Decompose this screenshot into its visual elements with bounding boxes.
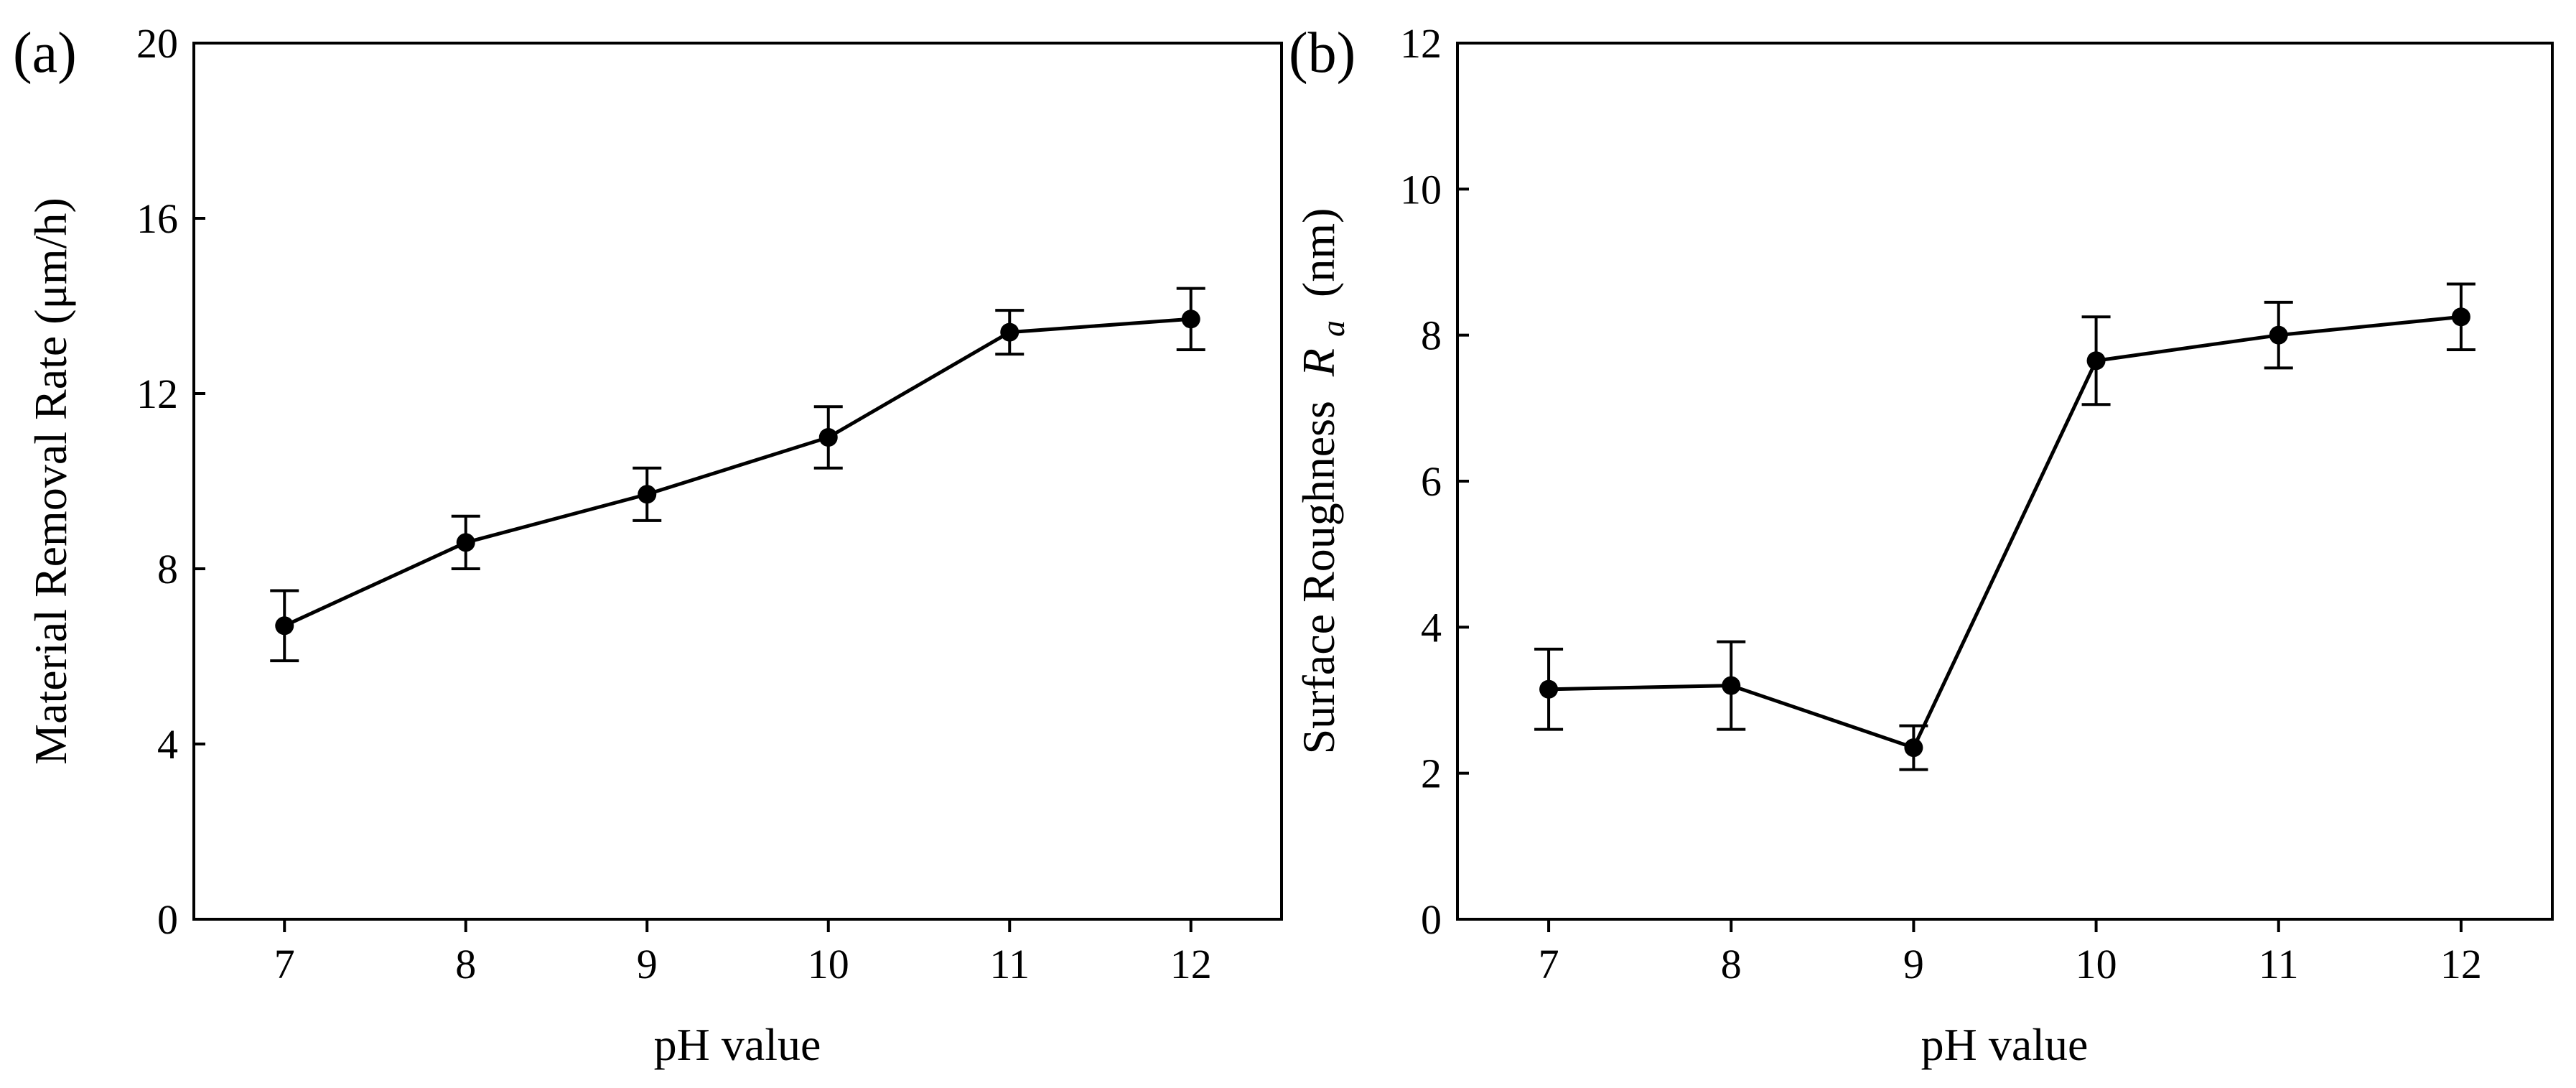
panel-a-y-tick-label: 0 bbox=[157, 896, 178, 943]
panel-b-x-ticks: 7 8 9 10 11 12 bbox=[1539, 919, 2482, 987]
panel-b-y-tick-label: 10 bbox=[1400, 166, 1442, 213]
panel-b-x-tick-label: 9 bbox=[1903, 941, 1924, 987]
panel-b: (b) 0 2 4 6 8 10 12 7 8 9 10 11 12 pH value Surface… bbox=[1289, 20, 2554, 1070]
panel-a-x-tick-label: 12 bbox=[1170, 941, 1212, 987]
panel-b-y-axis-title-prefix: Surface Roughness bbox=[1293, 401, 1344, 754]
panel-a-label: (a) bbox=[13, 22, 77, 85]
panel-b-y-tick-label: 8 bbox=[1421, 312, 1442, 359]
panel-a-x-tick-label: 7 bbox=[274, 941, 295, 987]
panel-a-data-point bbox=[456, 533, 475, 552]
panel-b-data-point bbox=[2269, 325, 2288, 345]
panel-b-data-point bbox=[1539, 679, 1559, 699]
panel-b-x-tick-label: 7 bbox=[1539, 941, 1559, 987]
panel-b-frame bbox=[1456, 42, 2554, 921]
panel-b-data-point bbox=[2451, 307, 2470, 327]
panel-b-y-tick-label: 2 bbox=[1421, 750, 1442, 797]
panel-b-y-tick-label: 4 bbox=[1421, 604, 1442, 651]
panel-b-y-axis-title-unit: (nm) bbox=[1293, 208, 1344, 297]
panel-a-y-axis-title: Material Removal Rate (μm/h) bbox=[25, 197, 76, 765]
panel-b-x-tick-label: 12 bbox=[2440, 941, 2482, 987]
panel-a-series bbox=[270, 287, 1205, 663]
panel-a-y-tick-label: 12 bbox=[136, 371, 178, 417]
panel-a-x-ticks: 7 8 9 10 11 12 bbox=[274, 919, 1212, 987]
panel-b-data-point bbox=[1904, 738, 1923, 758]
panel-a-x-tick-label: 11 bbox=[989, 941, 1030, 987]
panel-b-x-tick-label: 11 bbox=[2259, 941, 2299, 987]
panel-b-data-point bbox=[2086, 351, 2106, 371]
panel-a-data-point bbox=[275, 616, 294, 636]
panel-b-y-axis-title: Surface Roughness R a (nm) bbox=[1293, 208, 1354, 755]
panel-a-x-tick-label: 9 bbox=[637, 941, 658, 987]
panel-a: (a) 0 4 8 12 16 20 7 8 9 10 11 12 pH value Materia… bbox=[13, 20, 1283, 1070]
panel-a-y-tick-label: 20 bbox=[136, 20, 178, 67]
panel-b-y-tick-label: 0 bbox=[1421, 896, 1442, 943]
panel-a-y-tick-label: 8 bbox=[157, 546, 178, 592]
panel-b-data-point bbox=[1722, 676, 1741, 695]
panel-a-y-tick-label: 16 bbox=[136, 195, 178, 242]
panel-b-label: (b) bbox=[1289, 22, 1355, 85]
panel-a-series-line bbox=[284, 317, 1191, 628]
panel-a-data-point bbox=[1000, 322, 1019, 342]
panel-a-x-tick-label: 8 bbox=[455, 941, 476, 987]
panel-a-data-point bbox=[638, 485, 657, 504]
panel-b-y-axis-title-symbol: R bbox=[1293, 348, 1344, 377]
panel-b-y-tick-label: 6 bbox=[1421, 458, 1442, 505]
panel-a-x-axis-title: pH value bbox=[654, 1019, 821, 1070]
panel-a-frame bbox=[192, 42, 1283, 921]
panel-a-x-tick-label: 10 bbox=[808, 941, 849, 987]
panel-b-x-axis-title: pH value bbox=[1921, 1019, 2089, 1070]
panel-b-y-axis-title-subscript: a bbox=[1315, 320, 1351, 337]
panel-b-x-tick-label: 10 bbox=[2076, 941, 2117, 987]
panel-a-data-point bbox=[818, 428, 838, 447]
panel-b-x-tick-label: 8 bbox=[1721, 941, 1742, 987]
panel-a-y-tick-label: 4 bbox=[157, 721, 178, 768]
panel-b-y-tick-label: 12 bbox=[1400, 20, 1442, 67]
panel-a-y-ticks: 0 4 8 12 16 20 bbox=[136, 20, 205, 943]
panel-b-series-line bbox=[1549, 315, 2462, 750]
panel-b-series bbox=[1534, 282, 2475, 771]
panel-a-data-point bbox=[1181, 310, 1200, 329]
panel-b-y-ticks: 0 2 4 6 8 10 12 bbox=[1400, 20, 1469, 943]
